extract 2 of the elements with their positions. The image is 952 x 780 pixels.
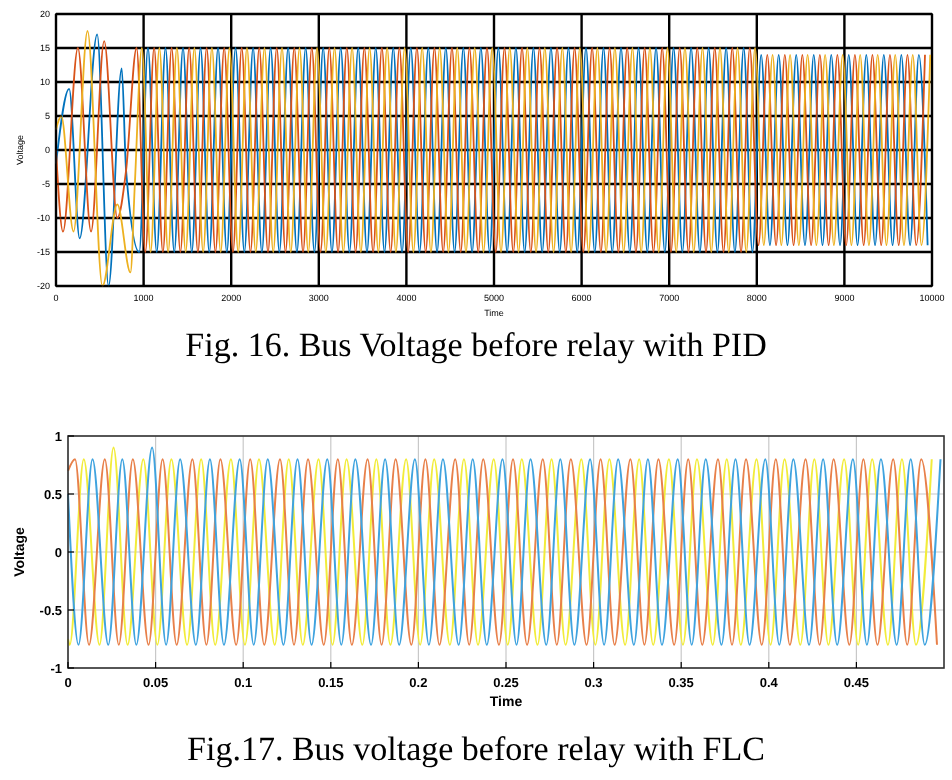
caption: Fig. 16. Bus Voltage before relay with PID	[185, 326, 767, 364]
caption: Fig.17. Bus voltage before relay with FLC	[187, 730, 765, 768]
